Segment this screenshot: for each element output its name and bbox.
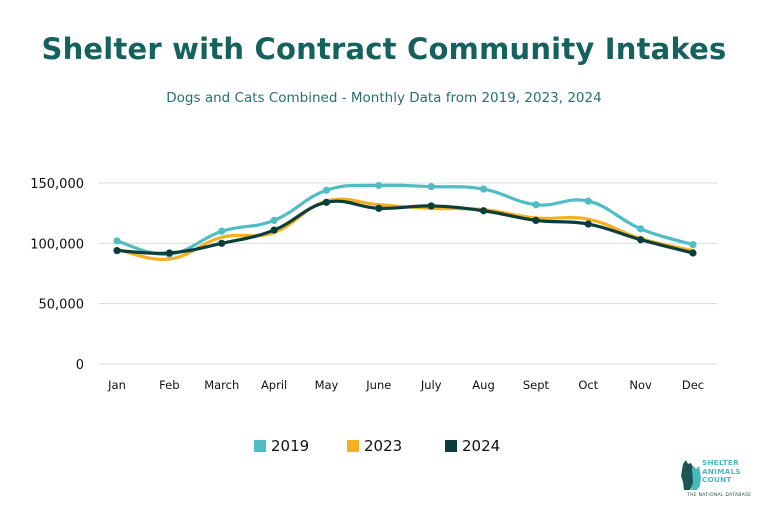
data-point-2024-may: [322, 198, 331, 206]
data-point-2024-june: [375, 204, 383, 212]
logo-line-2: ANIMALS: [702, 466, 741, 476]
data-point-2024-dec: [689, 249, 697, 257]
data-point-2019-aug: [479, 185, 488, 193]
x-tick-label: March: [204, 378, 239, 392]
data-point-2024-sept: [532, 216, 540, 225]
logo-wordmark: SHELTER ANIMALS COUNT: [702, 458, 741, 485]
data-point-2019-nov: [637, 225, 645, 233]
data-point-2019-may: [322, 186, 331, 194]
y-tick-label: 100,000: [30, 237, 84, 252]
x-tick-label: Sept: [523, 378, 550, 392]
data-point-2019-april: [270, 216, 278, 225]
data-point-2019-june: [375, 181, 383, 190]
x-tick-label: Nov: [629, 378, 652, 392]
x-tick-label: Jan: [107, 378, 126, 392]
data-point-2019-july: [427, 183, 435, 191]
data-point-2019-oct: [584, 197, 592, 205]
dog-cat-silhouette-icon: [681, 460, 701, 490]
x-tick-label: May: [315, 378, 339, 392]
legend-swatch-2024: [445, 440, 457, 452]
data-point-2024-march: [218, 239, 226, 247]
data-point-2024-oct: [584, 220, 592, 228]
legend-swatch-2019: [254, 440, 266, 452]
x-tick-label: Oct: [578, 378, 598, 392]
series-line-2024: [115, 199, 695, 255]
chart-title: Shelter with Contract Community Intakes: [41, 32, 727, 66]
x-tick-label: Dec: [682, 378, 704, 392]
series-line-2019: [115, 183, 695, 256]
legend-label-2019: 2019: [271, 437, 310, 455]
shelter-animals-count-logo: SHELTER ANIMALS COUNT THE NATIONAL DATAB…: [680, 456, 760, 502]
legend-item-2024: 2024: [445, 437, 500, 455]
x-tick-label: Aug: [472, 378, 494, 392]
x-tick-label: Feb: [159, 378, 179, 392]
legend-swatch-2023: [347, 440, 359, 452]
logo-line-3: COUNT: [702, 475, 732, 484]
legend-item-2023: 2023: [347, 437, 402, 455]
data-point-2019-sept: [532, 201, 540, 209]
data-point-2024-aug: [479, 207, 488, 215]
legend-label-2024: 2024: [462, 437, 501, 455]
data-point-2024-april: [270, 226, 278, 234]
data-point-2019-dec: [689, 240, 697, 249]
y-tick-label: 150,000: [30, 177, 84, 192]
y-tick-label: 0: [76, 358, 84, 373]
data-point-2024-nov: [637, 236, 645, 244]
legend-item-2019: 2019: [254, 437, 309, 455]
legend-label-2023: 2023: [364, 437, 403, 455]
data-point-2024-july: [427, 202, 435, 210]
x-tick-label: June: [365, 378, 391, 392]
data-point-2024-feb: [165, 249, 173, 257]
chart-subtitle: Dogs and Cats Combined - Monthly Data fr…: [166, 90, 602, 106]
y-tick-label: 50,000: [39, 298, 85, 313]
data-point-2019-march: [218, 227, 226, 235]
data-point-2019-jan: [113, 237, 121, 245]
x-tick-label: April: [261, 378, 287, 392]
logo-line-1: SHELTER: [702, 458, 739, 467]
x-tick-label: July: [420, 378, 442, 392]
data-point-2024-jan: [113, 246, 121, 255]
logo-tagline: THE NATIONAL DATABASE: [687, 493, 752, 498]
